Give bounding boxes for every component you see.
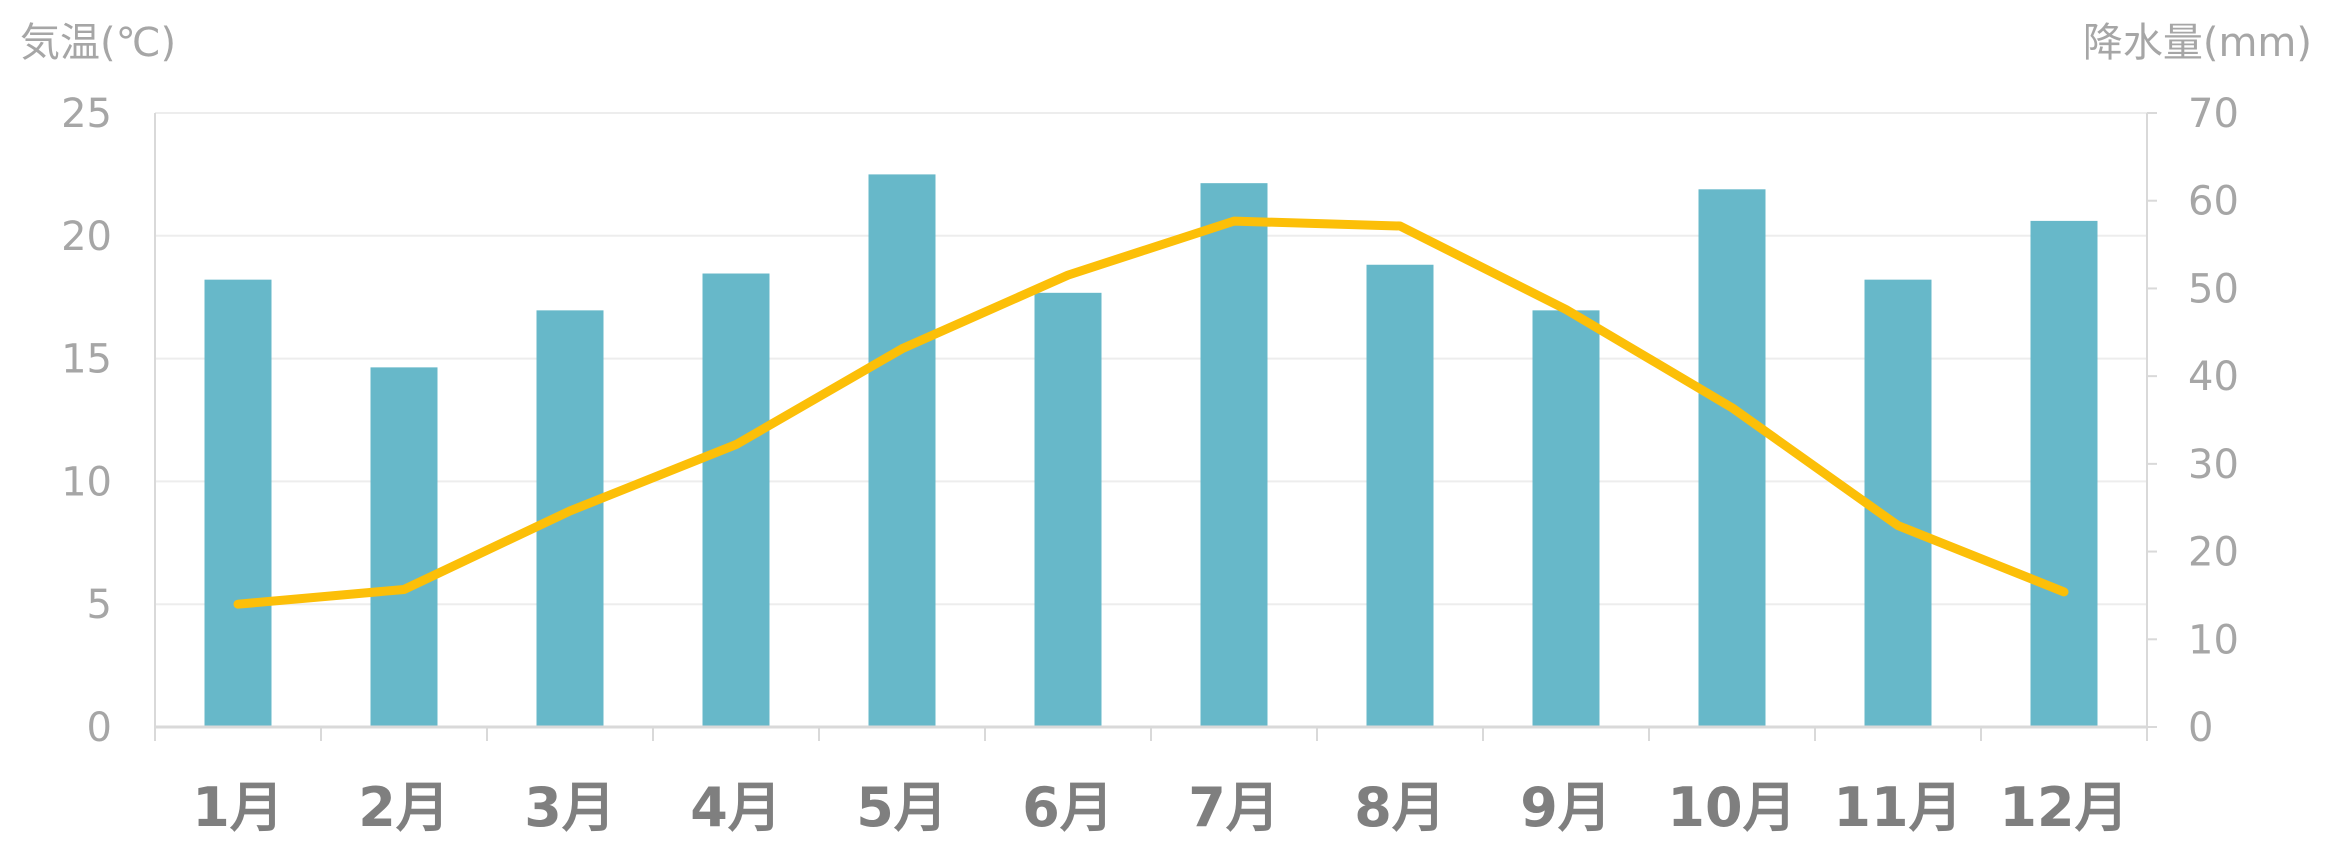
category-label: 9月 <box>1520 776 1612 839</box>
tick-labels: 0 5 10 15 20 25 0 10 20 30 40 50 60 70 1月 2月 3月 4月 5月 6月 7月 8… <box>61 91 2239 839</box>
precipitation-bar <box>1532 310 1600 727</box>
right-tick-label: 0 <box>2188 705 2213 751</box>
temperature-point <box>569 509 571 512</box>
precipitation-bar <box>1864 279 1932 727</box>
category-label: 2月 <box>358 776 450 839</box>
category-label: 1月 <box>192 776 284 839</box>
temperature-point <box>1897 524 1899 527</box>
precipitation-bar <box>370 367 438 727</box>
precipitation-bars <box>204 174 2098 728</box>
right-axis-title: 降水量(mm) <box>2083 20 2312 66</box>
temperature-series-line <box>233 216 2069 609</box>
right-tick-label: 20 <box>2188 530 2239 576</box>
category-label: 5月 <box>856 776 948 839</box>
category-label: 6月 <box>1022 776 1114 839</box>
left-tick-label: 5 <box>87 582 112 628</box>
gridlines <box>155 112 2147 606</box>
temperature-point <box>1233 220 1235 223</box>
precipitation-bar <box>1034 292 1102 727</box>
precipitation-bar <box>1200 183 1268 727</box>
temperature-point <box>237 603 239 606</box>
right-tick-label: 50 <box>2188 266 2239 312</box>
right-tick-label: 60 <box>2188 179 2239 225</box>
left-tick-label: 10 <box>61 459 112 505</box>
right-tick-label: 70 <box>2188 91 2239 137</box>
category-label: 12月 <box>1999 776 2128 839</box>
temperature-point <box>1399 224 1401 227</box>
temperature-point <box>735 443 737 446</box>
temperature-point <box>403 588 405 591</box>
left-tick-label: 25 <box>61 91 112 137</box>
left-tick-label: 20 <box>61 214 112 260</box>
temperature-point <box>1565 308 1567 311</box>
left-axis-title: 気温(℃) <box>20 20 176 66</box>
precipitation-bar <box>702 273 770 727</box>
category-label: 11月 <box>1833 776 1962 839</box>
category-label: 10月 <box>1667 776 1796 839</box>
right-tick-label: 30 <box>2188 442 2239 488</box>
left-tick-label: 15 <box>61 337 112 383</box>
precipitation-bar <box>204 279 272 727</box>
category-label: 3月 <box>524 776 616 839</box>
precipitation-bar <box>1366 264 1434 727</box>
axes <box>154 112 2157 741</box>
temperature-point <box>1067 274 1069 277</box>
category-label: 4月 <box>690 776 782 839</box>
category-label: 7月 <box>1188 776 1280 839</box>
temperature-line <box>233 216 2069 609</box>
precipitation-bar <box>1698 189 1766 728</box>
temperature-point <box>1731 406 1733 409</box>
precipitation-bar <box>868 174 936 727</box>
precipitation-bar <box>2030 220 2098 728</box>
right-tick-label: 10 <box>2188 617 2239 663</box>
category-label: 8月 <box>1354 776 1446 839</box>
right-tick-label: 40 <box>2188 354 2239 400</box>
temperature-point <box>901 347 903 350</box>
left-tick-label: 0 <box>87 705 112 751</box>
temperature-point <box>2063 590 2065 593</box>
